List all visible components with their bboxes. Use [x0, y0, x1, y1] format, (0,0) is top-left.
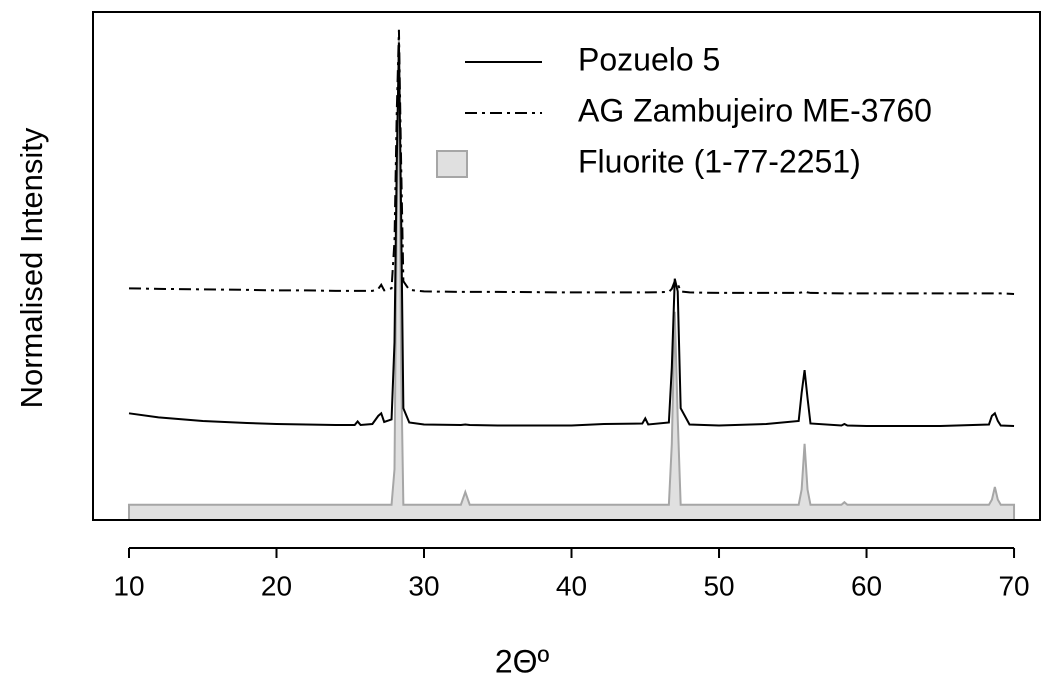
x-axis-label: 2Θº	[495, 643, 550, 679]
line	[128, 29, 1015, 295]
legend-label: Fluorite (1-77-2251)	[578, 143, 861, 179]
y-axis-label: Normalised Intensity	[14, 127, 49, 408]
legend-swatch	[436, 150, 468, 178]
area	[127, 37, 1016, 521]
x-tick-label: 50	[703, 570, 734, 601]
x-tick-label: 40	[556, 570, 587, 601]
legend-label: AG Zambujeiro ME-3760	[578, 92, 932, 128]
x-tick-label: 20	[261, 570, 292, 601]
x-tick-label: 30	[408, 570, 439, 601]
plot-frame	[92, 11, 1041, 521]
x-tick-label: 10	[113, 570, 144, 601]
line	[128, 42, 1015, 428]
x-tick-label: 70	[998, 570, 1029, 601]
legend-label: Pozuelo 5	[578, 41, 720, 77]
x-tick-label: 60	[851, 570, 882, 601]
